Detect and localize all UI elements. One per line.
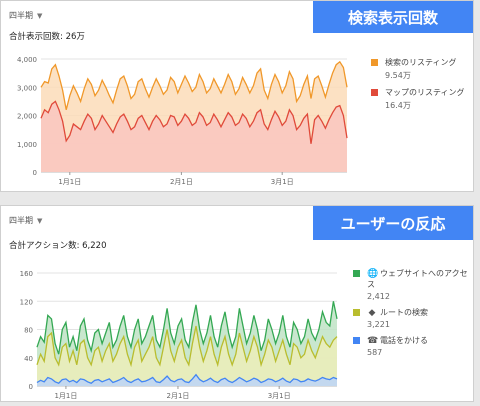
- period-selector[interactable]: 四半期 ▼: [9, 215, 42, 226]
- legend-item-website-visits[interactable]: 🌐 ウェブサイトへのアクセス 2,412: [353, 268, 473, 301]
- actions-legend: 🌐 ウェブサイトへのアクセス 2,412 ◆ ルートの検索 3,221 ☎ 電話をかけ…: [353, 268, 473, 363]
- actions-chart: 0 40 80 120 160 1月1日 2月1日 3月1日: [20, 270, 338, 400]
- series-line-1: [36, 325, 338, 368]
- y-tick-label: 0: [29, 383, 33, 391]
- x-tick-label: 1月1日: [54, 392, 77, 400]
- x-tick-label: 3月1日: [271, 178, 294, 186]
- y-tick-label: 0: [33, 169, 37, 177]
- legend-swatch-search: [371, 59, 378, 66]
- legend-label-website: ウェブサイトへのアクセス: [367, 269, 468, 289]
- series-line-0: [40, 60, 348, 110]
- chevron-down-icon: ▼: [37, 216, 43, 225]
- chevron-down-icon: ▼: [37, 11, 43, 20]
- legend-item-directions[interactable]: ◆ ルートの検索 3,221: [353, 307, 473, 329]
- legend-value-map: 16.4万: [385, 101, 411, 110]
- search-impressions-banner: 検索表示回数: [313, 1, 473, 33]
- y-tick-label: 80: [24, 327, 33, 335]
- legend-swatch-directions: [353, 309, 360, 316]
- legend-value-website: 2,412: [367, 292, 390, 301]
- y-tick-label: 1,000: [17, 141, 37, 149]
- user-actions-banner: ユーザーの反応: [313, 206, 473, 240]
- y-tick-label: 4,000: [17, 56, 37, 64]
- y-tick-label: 160: [20, 270, 33, 278]
- y-tick-label: 2,000: [17, 113, 37, 121]
- x-tick-label: 3月1日: [268, 392, 291, 400]
- legend-label-directions: ルートの検索: [380, 308, 428, 317]
- user-actions-card: 四半期 ▼ ユーザーの反応 合計アクション数: 6,220 0 40 80 120 16…: [0, 205, 474, 402]
- legend-item-map-listing[interactable]: マップのリスティング 16.4万: [371, 87, 465, 111]
- globe-icon: 🌐: [367, 269, 379, 279]
- impressions-chart: 0 1,000 2,000 3,000 4,000 1月1日 2月1日 3月1日: [17, 56, 348, 186]
- legend-swatch-map: [371, 89, 378, 96]
- legend-swatch-website: [353, 270, 360, 277]
- phone-icon: ☎: [367, 336, 379, 346]
- series-line-0: [36, 301, 338, 355]
- legend-label-map: マップのリスティング: [385, 88, 465, 97]
- y-tick-label: 3,000: [17, 84, 37, 92]
- impressions-legend: 検索のリスティング 9.54万 マップのリスティング 16.4万: [371, 57, 465, 117]
- legend-value-calls: 587: [367, 348, 383, 357]
- search-impressions-card: 四半期 ▼ 検索表示回数 合計表示回数: 26万 0 1,000 2,000 3,00…: [0, 0, 474, 192]
- legend-item-search-listing[interactable]: 検索のリスティング 9.54万: [371, 57, 465, 81]
- series-line-2: [36, 373, 338, 384]
- x-tick-label: 1月1日: [58, 178, 81, 186]
- period-label: 四半期: [9, 11, 33, 20]
- legend-value-search: 9.54万: [385, 71, 411, 80]
- y-tick-label: 120: [20, 298, 33, 306]
- total-impressions: 合計表示回数: 26万: [9, 32, 85, 42]
- x-tick-label: 2月1日: [167, 392, 190, 400]
- period-selector[interactable]: 四半期 ▼: [9, 10, 42, 21]
- legend-item-calls[interactable]: ☎ 電話をかける 587: [353, 335, 473, 357]
- series-line-1: [40, 100, 348, 144]
- y-tick-label: 40: [24, 355, 33, 363]
- legend-label-search: 検索のリスティング: [385, 58, 457, 67]
- directions-icon: ◆: [368, 308, 376, 318]
- total-actions: 合計アクション数: 6,220: [9, 241, 107, 251]
- series-area-1: [37, 326, 337, 386]
- period-label: 四半期: [9, 216, 33, 225]
- legend-label-calls: 電話をかける: [380, 336, 428, 345]
- x-tick-label: 2月1日: [170, 178, 193, 186]
- series-area-1: [41, 101, 347, 172]
- legend-swatch-calls: [353, 337, 360, 344]
- legend-value-directions: 3,221: [367, 320, 390, 329]
- series-area-2: [37, 374, 337, 386]
